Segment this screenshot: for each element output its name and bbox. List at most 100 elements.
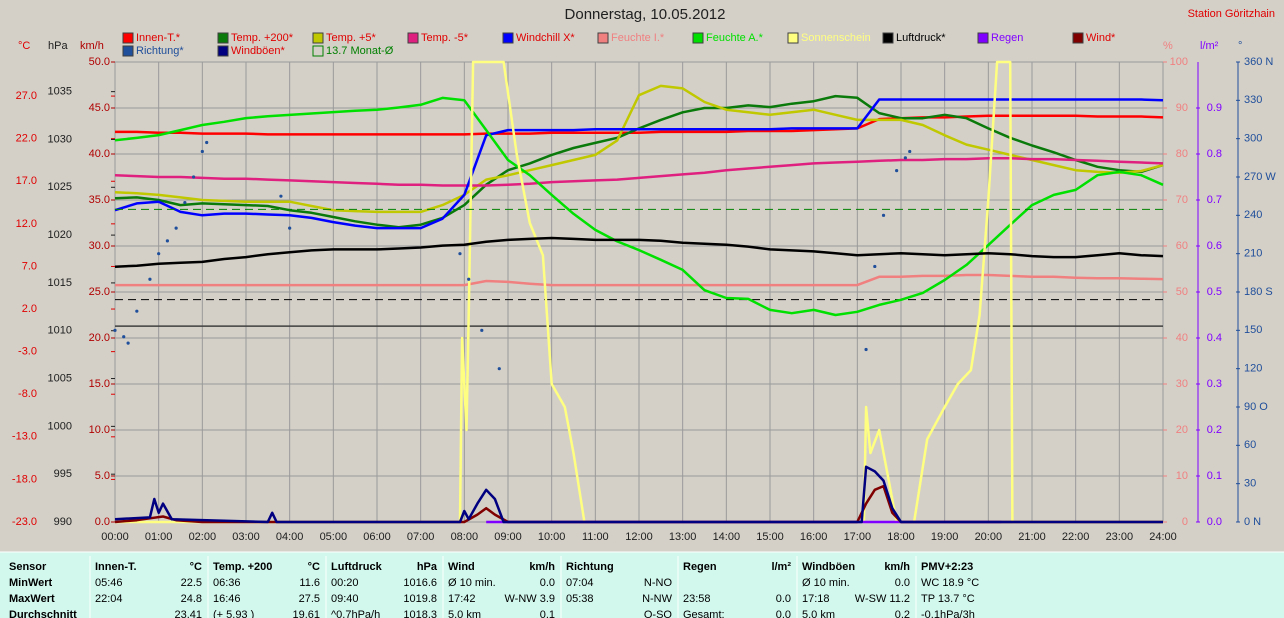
y-tick-label: 90 [1176,102,1188,114]
direction-dot [458,252,462,256]
x-tick-label: 06:00 [363,531,391,543]
table-cell: 07:04 [566,577,594,589]
direction-dot [122,335,126,339]
x-tick-label: 23:00 [1106,531,1134,543]
table-cell: TP 13.7 °C [921,593,975,605]
table-cell: 23.41 [174,609,202,618]
series-line [115,60,1163,524]
x-tick-label: 21:00 [1018,531,1046,543]
direction-dot [864,347,868,352]
y-tick-label: 80 [1176,148,1188,160]
y-tick-label: 995 [54,468,72,480]
legend-swatch [692,32,704,44]
y-tick-label: 17.0 [16,175,37,187]
y-tick-label: 60 [1244,439,1256,451]
direction-dot [205,140,209,145]
direction-dot [200,149,204,154]
table-cell: W-NW 3.9 [504,593,555,605]
axis-unit: km/h [80,40,104,52]
y-tick-label: -18.0 [12,473,37,485]
table-header: km/h [884,561,910,573]
y-tick-label: 12.0 [16,218,37,230]
direction-dot [895,169,899,173]
y-tick-label: 210 [1244,248,1262,260]
y-tick-label: 5.0 [95,470,110,482]
legend-swatch [217,32,229,44]
direction-dot [881,213,886,217]
y-tick-label: 70 [1176,194,1188,206]
legend-swatch [787,32,799,44]
y-tick-label: 50.0 [89,56,110,68]
series-line [114,157,1164,187]
table-cell: 5.0 km [448,609,481,618]
legend-label: Luftdruck* [896,32,946,44]
direction-dot [467,277,471,281]
y-tick-label: 7.0 [22,260,37,272]
table-cell: 0.0 [776,593,791,605]
x-tick-label: 00:00 [101,531,129,543]
direction-dot [113,328,117,332]
x-tick-label: 22:00 [1062,531,1090,543]
table-cell: N-NO [644,577,673,589]
x-tick-label: 18:00 [887,531,915,543]
direction-dot [497,367,501,371]
axis-unit: hPa [48,40,68,52]
legend-swatch [312,45,324,57]
legend-swatch [122,45,134,57]
y-tick-label: -13.0 [12,431,37,443]
station-name: Station Göritzhain [1188,8,1275,20]
table-cell: MaxWert [9,593,55,605]
y-tick-label: 360 N [1244,56,1273,68]
direction-dot [908,149,912,154]
direction-dot [903,156,907,160]
table-header: hPa [417,561,438,573]
y-tick-label: 27.0 [16,90,37,102]
table-cell: 11.6 [299,577,320,589]
table-cell: 1018.3 [403,609,437,618]
x-tick-label: 20:00 [975,531,1003,543]
table-cell: WC 18.9 °C [921,577,979,589]
y-tick-label: 1005 [48,372,72,384]
legend-label: Windböen* [231,45,286,57]
y-tick-label: 1015 [48,277,72,289]
x-tick-label: 02:00 [189,531,217,543]
legend-label: Innen-T.* [136,32,181,44]
direction-dot [148,277,152,281]
table-cell: 00:20 [331,577,359,589]
y-tick-label: 22.0 [16,133,37,145]
y-tick-label: 1035 [48,86,72,98]
series-line [114,484,1163,524]
x-tick-label: 11:00 [582,531,609,543]
series-line [115,273,1164,287]
table-cell: 06:36 [213,577,241,589]
table-cell: Durchschnitt [9,609,77,618]
y-tick-label: 0.5 [1207,286,1222,298]
legend-label: 13.7 Monat-Ø [326,45,394,57]
x-tick-label: 03:00 [232,531,260,543]
x-tick-label: 24:00 [1149,531,1177,543]
series-line [114,98,1164,230]
table-header: PMV+2:23 [921,561,973,573]
legend-label: Temp. +5* [326,32,377,44]
legend-label: Feuchte A.* [706,32,764,44]
table-cell: 17:18 [802,593,830,605]
y-tick-label: 300 [1244,133,1262,145]
x-tick-label: 09:00 [494,531,522,543]
direction-dot [135,309,139,313]
y-tick-label: 330 [1244,94,1262,106]
y-tick-label: 1025 [48,181,72,193]
legend-label: Feuchte I.* [611,32,665,44]
legend-label: Temp. +200* [231,32,294,44]
y-tick-label: 100 [1170,56,1188,68]
direction-dot [183,200,187,205]
y-tick-label: 0 N [1244,516,1261,528]
table-cell: Ø 10 min. [448,577,496,589]
y-tick-label: 30 [1176,378,1188,390]
x-tick-label: 16:00 [800,531,828,543]
y-tick-label: 45.0 [89,102,110,114]
series-line [115,114,1164,136]
x-tick-label: 04:00 [276,531,304,543]
y-tick-label: 1030 [48,133,72,145]
table-background [0,552,1284,618]
series-line [114,236,1164,268]
